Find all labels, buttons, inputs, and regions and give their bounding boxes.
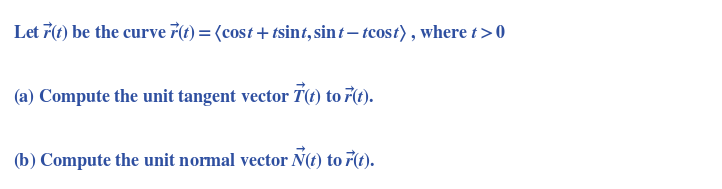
Text: (a) Compute the unit tangent vector $\vec{T}(t)$ to $\vec{r}(t)$.: (a) Compute the unit tangent vector $\ve… bbox=[13, 80, 375, 109]
Text: Let $\vec{r}(t)$ be the curve $\vec{r}(t) = \langle \cos t + t\sin t, \sin t - t: Let $\vec{r}(t)$ be the curve $\vec{r}(t… bbox=[13, 20, 506, 44]
Text: (b) Compute the unit normal vector $\vec{N}(t)$ to $\vec{r}(t)$.: (b) Compute the unit normal vector $\vec… bbox=[13, 145, 375, 173]
